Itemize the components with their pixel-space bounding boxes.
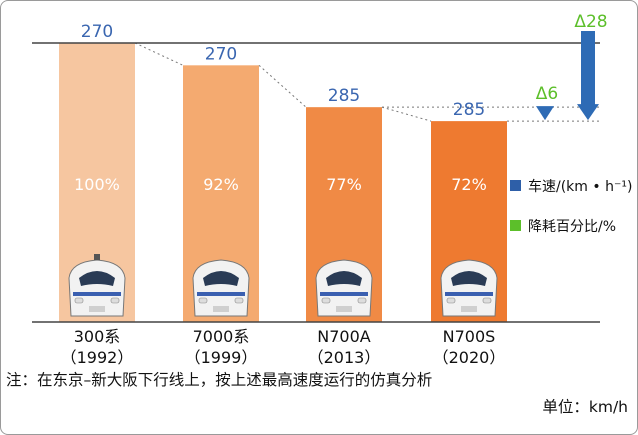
percent-label-1: 100% [74,175,120,194]
legend-label-percent: 降耗百分比/% [528,219,616,235]
percent-label-3: 77% [326,175,362,194]
speed-label-3: 285 [328,86,360,106]
speed-label-1: 270 [81,22,113,42]
category-year-1: （1992） [61,348,134,367]
category-label-4: N700S [443,327,496,346]
shinkansen-n700a-icon [315,259,373,317]
legend-swatch-percent [510,220,521,231]
category-label-1: 300系 [74,327,121,346]
delta-label-1: Δ6 [536,84,558,104]
connector-line-3 [381,106,432,122]
delta-label-2: Δ28 [574,12,607,32]
percent-label-2: 92% [203,175,239,194]
category-year-2: （1999） [185,348,258,367]
shinkansen-300-icon [68,254,126,317]
percent-label-4: 72% [451,175,487,194]
unit-label: 单位：km/h [542,398,628,416]
legend-label-speed: 车速/(km • h⁻¹) [528,178,632,195]
speed-label-2: 270 [205,44,237,64]
connector-line-2 [258,64,307,108]
delta-arrow-2 [577,31,599,121]
footnote: 注：在东京–新大阪下行线上，按上述最高速度运行的仿真分析 [6,371,433,389]
legend-swatch-speed [510,180,521,191]
speed-label-4: 285 [453,100,485,120]
category-year-4: （2020） [433,348,506,367]
shinkansen-700-icon [192,259,250,317]
shinkansen-n700s-icon [440,259,498,317]
category-year-3: （2013） [308,348,381,367]
category-label-2: 7000系 [193,327,250,346]
delta-arrow-1 [536,106,554,121]
category-label-3: N700A [317,327,371,346]
connector-line-1 [134,42,184,66]
